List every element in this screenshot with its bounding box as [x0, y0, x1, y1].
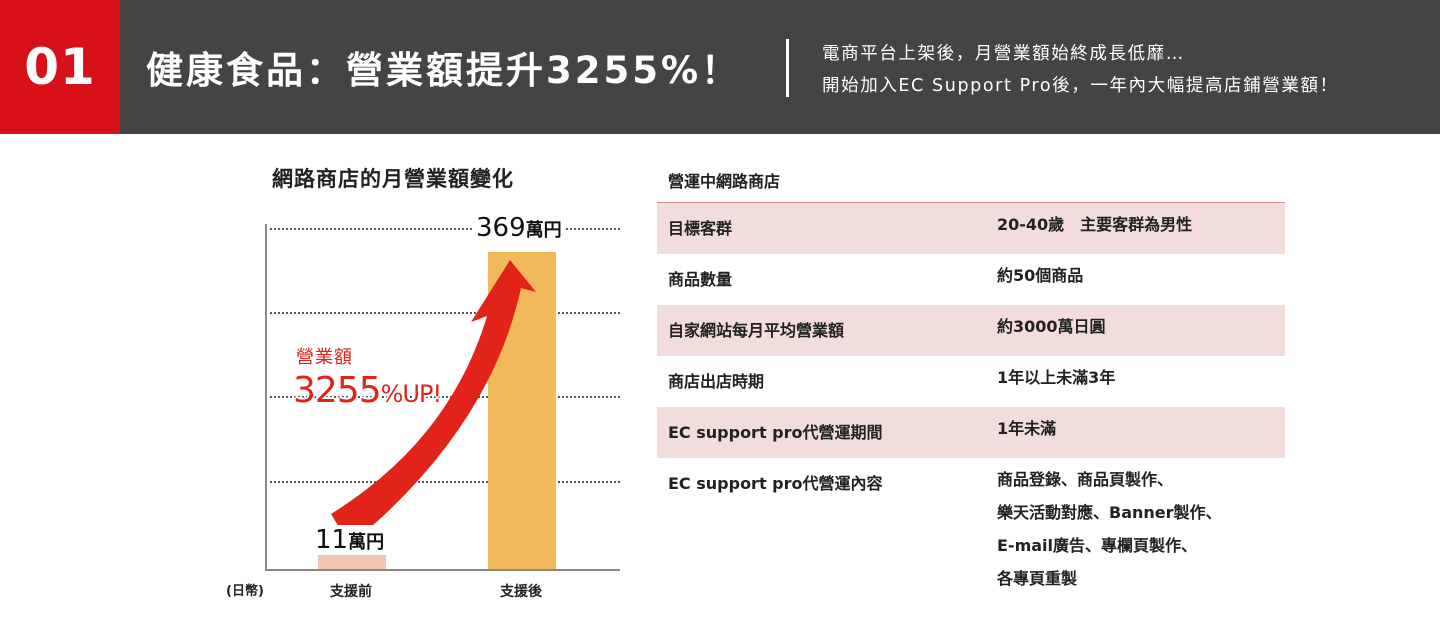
description-line-1: 電商平台上架後，月營業額始終成長低靡…: [822, 44, 1185, 64]
x-label-after: 支援後: [500, 584, 542, 600]
table-row: 自家網站每月平均營業額 約3000萬日圓: [657, 305, 1285, 356]
row-key: 商品數量: [668, 270, 733, 289]
store-info-table: 目標客群 20-40歲 主要客群為男性 商品數量 約50個商品 自家網站每月平均…: [657, 202, 1285, 602]
annotation-percent: 3255%UP!: [293, 370, 442, 411]
bar-after-support: [488, 252, 556, 570]
y-axis: [265, 224, 267, 571]
row-value: 商品登錄、商品頁製作、 樂天活動對應、Banner製作、 E-mail廣告、專欄…: [997, 458, 1285, 602]
header-description: 電商平台上架後，月營業額始終成長低靡… 開始加入EC Support Pro後，…: [822, 38, 1339, 102]
currency-note: (日幣): [226, 584, 264, 599]
row-key: EC support pro代營運內容: [668, 474, 883, 493]
row-key: EC support pro代營運期間: [668, 423, 883, 442]
table-title: 營運中網路商店: [668, 172, 781, 191]
row-key: 自家網站每月平均營業額: [668, 321, 845, 340]
row-value-line: E-mail廣告、專欄頁製作、: [997, 536, 1198, 555]
row-key: 目標客群: [668, 219, 733, 238]
table-row: 商店出店時期 1年以上未滿3年: [657, 356, 1285, 407]
row-value-line: 各專頁重製: [997, 569, 1078, 588]
bar-label-after: 369萬円: [474, 213, 564, 243]
gridline-400: [270, 228, 620, 230]
row-value: 1年以上未滿3年: [997, 368, 1116, 387]
chart-title: 網路商店的月營業額變化: [272, 167, 514, 191]
table-row: EC support pro代營運內容 商品登錄、商品頁製作、 樂天活動對應、B…: [657, 458, 1285, 602]
row-value: 1年未滿: [997, 419, 1057, 438]
row-key: 商店出店時期: [668, 372, 765, 391]
x-label-before: 支援前: [330, 584, 372, 600]
row-value-line: 樂天活動對應、Banner製作、: [997, 503, 1222, 522]
row-value: 約50個商品: [997, 266, 1084, 285]
row-value-line: 商品登錄、商品頁製作、: [997, 470, 1174, 489]
table-row: 目標客群 20-40歲 主要客群為男性: [657, 203, 1285, 254]
header-banner: 01 健康食品：營業額提升3255%！ 電商平台上架後，月營業額始終成長低靡… …: [0, 0, 1440, 134]
row-value: 20-40歲 主要客群為男性: [997, 215, 1193, 234]
gridline-100: [270, 481, 620, 483]
revenue-bar-chart: 400萬円 300萬円 200萬円 100萬円 0萬円 (日幣) 營業額 325…: [0, 0, 650, 630]
header-divider: [786, 39, 789, 97]
case-number: 01: [0, 0, 120, 134]
row-value: 約3000萬日圓: [997, 317, 1106, 336]
bar-label-before: 11萬円: [313, 525, 387, 555]
table-row: EC support pro代營運期間 1年未滿: [657, 407, 1285, 458]
x-axis: [265, 569, 620, 571]
description-line-2: 開始加入EC Support Pro後，一年內大幅提高店鋪營業額！: [822, 76, 1339, 96]
annotation-label: 營業額: [296, 347, 353, 368]
gridline-300: [270, 312, 620, 314]
page-title: 健康食品：營業額提升3255%！: [146, 49, 742, 92]
table-row: 商品數量 約50個商品: [657, 254, 1285, 305]
bar-before-support: [318, 555, 386, 570]
